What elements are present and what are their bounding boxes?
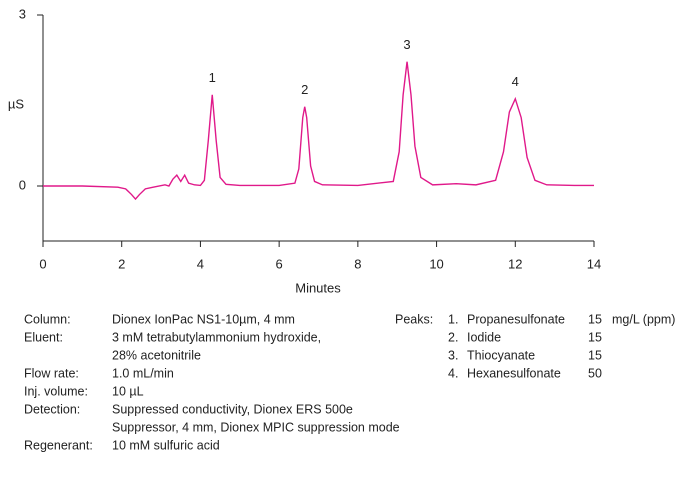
- condition-label: Flow rate:: [24, 366, 79, 380]
- peak-cell: 50: [588, 366, 602, 380]
- x-tick-label: 12: [508, 256, 522, 271]
- condition-value: 1.0 mL/min: [112, 366, 174, 380]
- peak-cell: 15: [588, 312, 602, 326]
- peak-cell: Thiocyanate: [467, 348, 535, 362]
- peak-cell: Hexanesulfonate: [467, 366, 561, 380]
- condition-value: 3 mM tetrabutylammonium hydroxide,: [112, 330, 321, 344]
- peak-label: 1: [209, 70, 216, 85]
- x-tick-label: 4: [197, 256, 204, 271]
- y-tick-label: 3: [19, 6, 26, 21]
- x-tick-label: 0: [39, 256, 46, 271]
- peak-cell: 2.: [448, 330, 458, 344]
- condition-label: Detection:: [24, 402, 80, 416]
- x-axis-label: Minutes: [295, 280, 341, 295]
- peak-label: 2: [301, 82, 308, 97]
- x-tick-label: 6: [276, 256, 283, 271]
- condition-value: 10 µL: [112, 384, 144, 398]
- condition-value: Suppressed conductivity, Dionex ERS 500e: [112, 402, 353, 416]
- condition-value: Suppressor, 4 mm, Dionex MPIC suppressio…: [112, 420, 400, 434]
- peaks-label: Peaks:: [395, 312, 433, 326]
- peak-cell: Iodide: [467, 330, 501, 344]
- condition-label: Eluent:: [24, 330, 63, 344]
- x-tick-label: 10: [429, 256, 443, 271]
- peak-cell: mg/L (ppm): [612, 312, 675, 326]
- peak-cell: 3.: [448, 348, 458, 362]
- condition-value: Dionex IonPac NS1-10µm, 4 mm: [112, 312, 295, 326]
- y-tick-label: 0: [19, 177, 26, 192]
- peak-cell: 1.: [448, 312, 458, 326]
- condition-label: Regenerant:: [24, 438, 93, 452]
- x-tick-label: 2: [118, 256, 125, 271]
- condition-value: 10 mM sulfuric acid: [112, 438, 220, 452]
- y-axis-label: µS: [8, 96, 24, 111]
- peak-cell: Propanesulfonate: [467, 312, 565, 326]
- peak-label: 4: [512, 74, 519, 89]
- condition-value: 28% acetonitrile: [112, 348, 201, 362]
- chromatogram-line: [43, 61, 594, 201]
- x-tick-label: 14: [587, 256, 601, 271]
- peak-label: 3: [403, 37, 410, 52]
- condition-label: Inj. volume:: [24, 384, 88, 398]
- condition-label: Column:: [24, 312, 71, 326]
- peak-cell: 15: [588, 348, 602, 362]
- x-tick-label: 8: [354, 256, 361, 271]
- peak-cell: 15: [588, 330, 602, 344]
- peak-cell: 4.: [448, 366, 458, 380]
